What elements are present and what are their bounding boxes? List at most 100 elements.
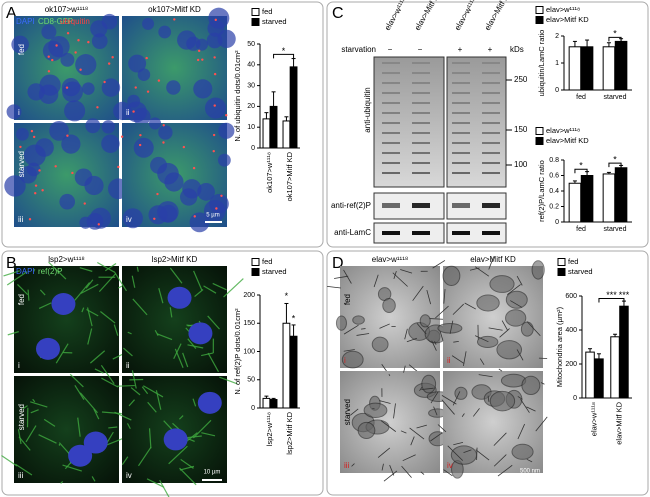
band: [412, 82, 430, 84]
significance-label: *: [579, 161, 583, 171]
nucleus: [128, 54, 147, 73]
dot: [146, 90, 150, 93]
band: [412, 112, 430, 114]
nucleus: [41, 24, 57, 40]
dot: [138, 143, 142, 147]
y-tick-label: 0: [555, 219, 559, 226]
nucleus: [180, 188, 198, 206]
membrane: [212, 282, 227, 291]
legend-label: elav>Mitf KD: [546, 136, 589, 145]
image-index: iii: [18, 215, 24, 224]
band: [452, 92, 470, 94]
membrane: [60, 480, 64, 484]
nucleus: [101, 13, 118, 30]
lane-label: elav>w¹¹¹⁸: [453, 0, 479, 32]
dot: [74, 51, 77, 54]
nucleus: [188, 322, 213, 345]
membrane: [193, 270, 203, 291]
band: [412, 152, 430, 154]
band: [452, 82, 470, 84]
nucleus: [64, 100, 86, 122]
nucleus: [49, 120, 69, 141]
membrane: [488, 327, 503, 331]
membrane: [148, 428, 152, 449]
membrane: [3, 270, 20, 277]
membrane: [497, 464, 513, 477]
column-label: lsp2>w¹¹¹⁸: [48, 255, 85, 264]
nucleus: [204, 97, 227, 119]
membrane: [463, 449, 472, 453]
error-bar: [271, 397, 276, 400]
dot: [182, 145, 186, 149]
band: [452, 231, 470, 235]
band: [382, 82, 400, 84]
dot: [213, 72, 217, 76]
scale-bar-label: 5 µm: [206, 213, 219, 219]
membrane: [501, 320, 509, 331]
bar: [619, 305, 629, 399]
membrane: [453, 340, 459, 343]
membrane: [441, 395, 457, 405]
membrane: [18, 436, 31, 451]
membrane: [439, 331, 444, 341]
mitochondrion: [489, 390, 516, 412]
membrane: [453, 442, 464, 446]
y-tick-label: 2: [555, 33, 559, 40]
band: [412, 132, 430, 134]
membrane: [80, 283, 99, 294]
mitochondrion: [357, 421, 376, 439]
nucleus: [79, 216, 92, 229]
error-bar: [284, 116, 289, 121]
dot: [55, 44, 58, 47]
membrane: [434, 340, 437, 345]
panel-letter: B: [6, 255, 17, 272]
membrane: [85, 279, 94, 289]
band: [482, 112, 500, 114]
error-bar: [284, 302, 289, 324]
membrane: [498, 368, 503, 372]
membrane: [1, 455, 18, 467]
nucleus: [75, 54, 97, 76]
membrane: [360, 328, 366, 330]
bar: [289, 66, 298, 149]
membrane: [79, 392, 98, 414]
membrane: [535, 416, 548, 432]
nucleus: [4, 175, 26, 197]
dot: [162, 124, 165, 127]
image-index: iv: [126, 471, 132, 480]
nucleus: [60, 52, 75, 67]
nucleus: [101, 120, 115, 134]
band: [452, 172, 470, 174]
y-axis-label: Mitochondria area (µm²): [555, 306, 564, 387]
nucleus: [101, 78, 121, 97]
bar: [594, 358, 604, 399]
nucleus: [217, 29, 236, 49]
nucleus: [208, 7, 230, 29]
membrane: [178, 415, 184, 420]
y-tick-label: 0.6: [549, 172, 559, 179]
y-axis-label: N. of ref(2)P dots/0.01cm²: [233, 308, 242, 395]
dot: [215, 207, 218, 210]
dot: [162, 141, 165, 144]
dot: [83, 202, 86, 205]
nucleus: [158, 25, 172, 39]
membrane: [409, 427, 425, 440]
dot: [79, 68, 82, 71]
mitochondrion: [371, 336, 389, 353]
membrane: [499, 328, 510, 338]
y-axis-label: ubiquitin/LamC ratio: [537, 30, 546, 97]
x-tick-label: fed: [576, 226, 586, 233]
nucleus: [217, 153, 231, 167]
image-index: i: [18, 361, 20, 370]
y-tick-label: 50: [247, 41, 255, 48]
membrane: [137, 446, 152, 467]
micrograph: [14, 376, 119, 483]
nucleus: [68, 444, 93, 467]
dot: [197, 49, 201, 53]
band: [382, 92, 400, 94]
error-bar: [588, 348, 593, 353]
membrane: [154, 329, 159, 336]
lane-label: elav>Mitf KD: [413, 0, 444, 32]
nucleus: [16, 127, 29, 141]
membrane: [101, 411, 122, 415]
